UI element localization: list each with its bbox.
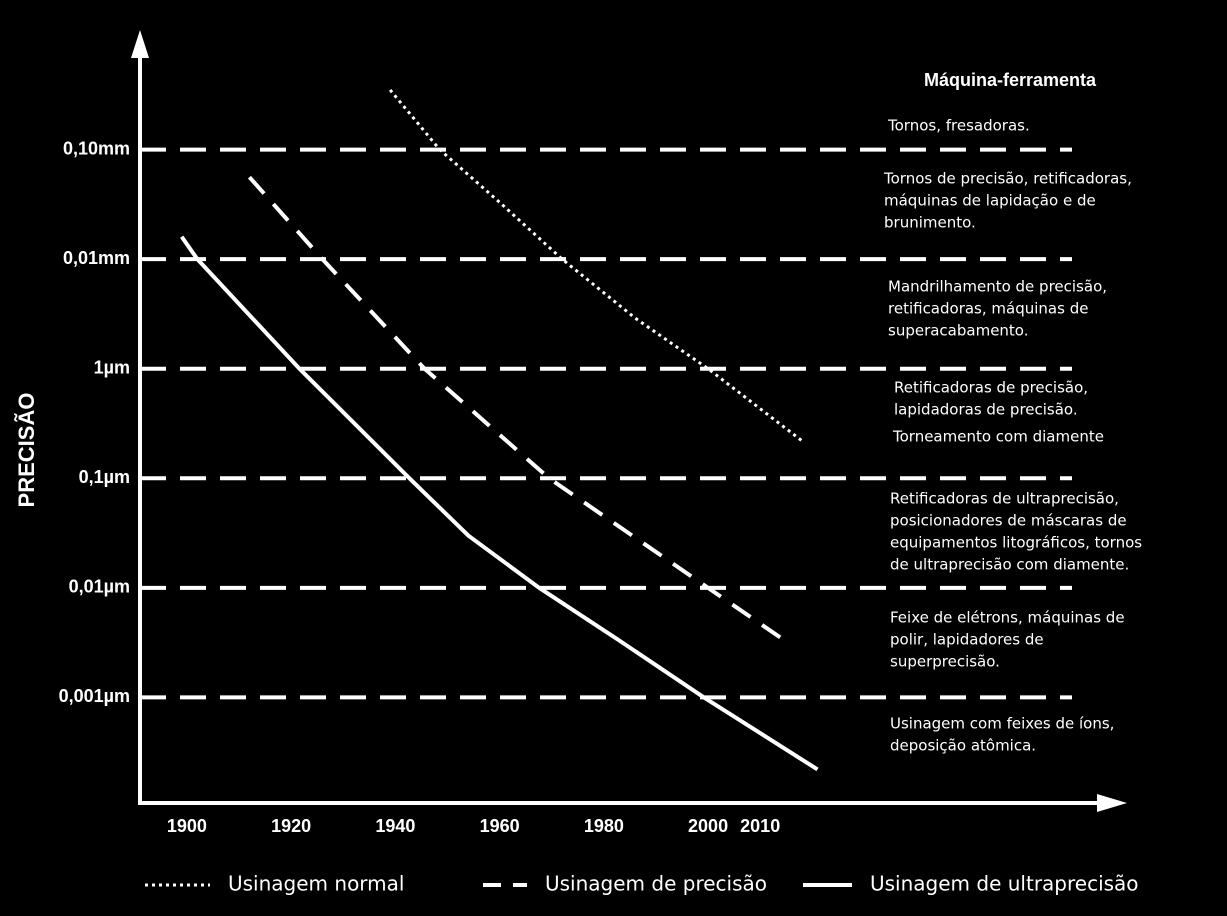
x-tick-label: 1900 bbox=[167, 816, 207, 836]
annotation-line: Mandrilhamento de precisão, bbox=[888, 278, 1107, 296]
y-axis-arrow bbox=[131, 30, 149, 58]
legend-label: Usinagem normal bbox=[228, 872, 404, 896]
y-tick-label: 0,1µm bbox=[79, 467, 130, 487]
annotation-line: Retificadoras de ultraprecisão, bbox=[890, 490, 1119, 508]
legend-label: Usinagem de precisão bbox=[545, 872, 767, 896]
y-tick-label: 1µm bbox=[94, 357, 130, 377]
x-tick-label: 2000 bbox=[688, 816, 728, 836]
y-tick-label: 0,10mm bbox=[63, 138, 130, 158]
series-line bbox=[247, 175, 793, 647]
x-tick-label: 2010 bbox=[740, 816, 780, 836]
series-line bbox=[180, 235, 819, 772]
annotation-line: máquinas de lapidação e de bbox=[884, 192, 1096, 210]
series-line bbox=[389, 88, 803, 442]
annotation-line: lapidadoras de precisão. bbox=[894, 401, 1078, 419]
y-tick-label: 0,01µm bbox=[69, 577, 130, 597]
annotation-line: polir, lapidadores de bbox=[890, 631, 1044, 649]
annotation-line: brunimento. bbox=[884, 214, 976, 232]
annotation-line: deposição atômica. bbox=[890, 737, 1036, 755]
annotation-line: de ultraprecisão com diamente. bbox=[890, 556, 1129, 574]
x-tick-label: 1940 bbox=[375, 816, 415, 836]
y-tick-label: 0,001µm bbox=[59, 686, 130, 706]
annotation-title: Máquina-ferramenta bbox=[924, 70, 1097, 90]
y-axis-label: PRECISÃO bbox=[14, 393, 39, 508]
annotation-line: Feixe de elétrons, máquinas de bbox=[890, 609, 1125, 627]
annotation-line: Tornos, fresadoras. bbox=[887, 117, 1030, 135]
annotation-line: Torneamento com diamente bbox=[892, 428, 1104, 446]
legend-label: Usinagem de ultraprecisão bbox=[870, 872, 1139, 896]
annotation-line: retificadoras, máquinas de bbox=[888, 300, 1088, 318]
annotation-line: equipamentos litográficos, tornos bbox=[890, 534, 1142, 552]
y-tick-label: 0,01mm bbox=[63, 248, 130, 268]
annotation-line: Usinagem com feixes de íons, bbox=[890, 715, 1114, 733]
x-axis-arrow bbox=[1097, 794, 1127, 812]
annotation-line: superacabamento. bbox=[888, 322, 1029, 340]
x-tick-label: 1980 bbox=[584, 816, 624, 836]
annotation-line: posicionadores de máscaras de bbox=[890, 512, 1127, 530]
annotation-line: Tornos de precisão, retificadoras, bbox=[883, 170, 1132, 188]
x-tick-label: 1960 bbox=[480, 816, 520, 836]
annotation-line: superprecisão. bbox=[890, 653, 1000, 671]
x-tick-label: 1920 bbox=[271, 816, 311, 836]
annotation-line: Retificadoras de precisão, bbox=[894, 379, 1088, 397]
